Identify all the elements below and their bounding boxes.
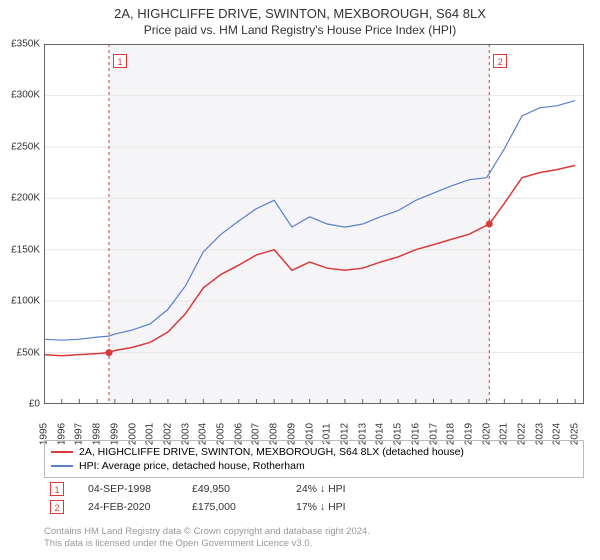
y-tick-label: £150K bbox=[0, 244, 40, 255]
y-tick-label: £50K bbox=[0, 347, 40, 358]
legend-item: HPI: Average price, detached house, Roth… bbox=[51, 459, 577, 473]
y-tick-label: £100K bbox=[0, 296, 40, 307]
footer-line-1: Contains HM Land Registry data © Crown c… bbox=[44, 526, 584, 538]
legend-label: HPI: Average price, detached house, Roth… bbox=[79, 460, 305, 472]
transaction-marker: 1 bbox=[50, 482, 64, 496]
chart-subtitle: Price paid vs. HM Land Registry's House … bbox=[0, 21, 600, 37]
chart-title: 2A, HIGHCLIFFE DRIVE, SWINTON, MEXBOROUG… bbox=[0, 0, 600, 21]
transaction-list: 1 04-SEP-1998 £49,950 24% ↓ HPI 2 24-FEB-2020… bbox=[44, 480, 584, 516]
legend-swatch bbox=[51, 451, 73, 453]
footer-attribution: Contains HM Land Registry data © Crown c… bbox=[44, 526, 584, 551]
legend-swatch bbox=[51, 465, 73, 467]
footer-line-2: This data is licensed under the Open Gov… bbox=[44, 538, 584, 550]
transaction-date: 24-FEB-2020 bbox=[88, 501, 168, 513]
transaction-row: 1 04-SEP-1998 £49,950 24% ↓ HPI bbox=[44, 480, 584, 498]
transaction-price: £49,950 bbox=[192, 483, 272, 495]
legend: 2A, HIGHCLIFFE DRIVE, SWINTON, MEXBOROUG… bbox=[44, 440, 584, 478]
transaction-price: £175,000 bbox=[192, 501, 272, 513]
y-tick-label: £300K bbox=[0, 90, 40, 101]
transaction-marker: 2 bbox=[50, 500, 64, 514]
legend-label: 2A, HIGHCLIFFE DRIVE, SWINTON, MEXBOROUG… bbox=[79, 446, 464, 458]
y-tick-label: £200K bbox=[0, 193, 40, 204]
legend-item: 2A, HIGHCLIFFE DRIVE, SWINTON, MEXBOROUG… bbox=[51, 445, 577, 459]
chart-marker-label: 2 bbox=[493, 54, 507, 68]
transaction-date: 04-SEP-1998 bbox=[88, 483, 168, 495]
transaction-delta: 24% ↓ HPI bbox=[296, 483, 376, 495]
y-tick-label: £250K bbox=[0, 141, 40, 152]
chart-svg bbox=[44, 44, 584, 404]
y-tick-label: £0 bbox=[0, 399, 40, 410]
chart-plot-area bbox=[44, 44, 584, 404]
transaction-delta: 17% ↓ HPI bbox=[296, 501, 376, 513]
chart-marker-label: 1 bbox=[113, 54, 127, 68]
y-tick-label: £350K bbox=[0, 39, 40, 50]
transaction-row: 2 24-FEB-2020 £175,000 17% ↓ HPI bbox=[44, 498, 584, 516]
